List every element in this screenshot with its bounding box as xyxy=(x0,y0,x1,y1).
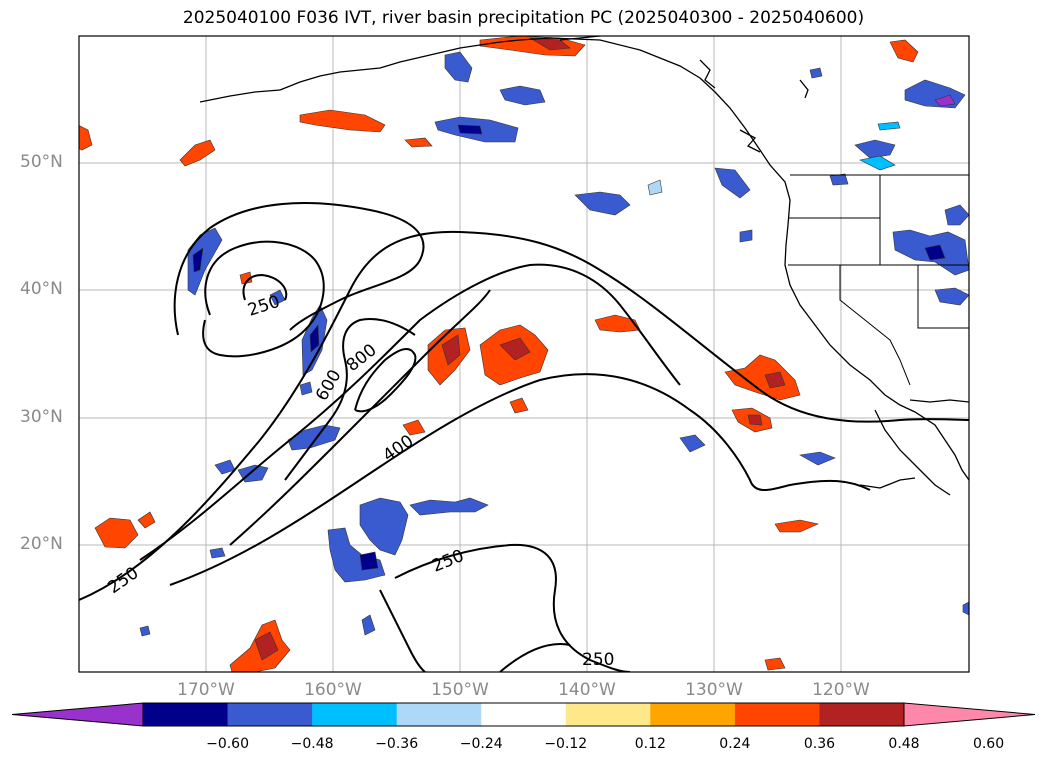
colorbar-box xyxy=(734,703,820,726)
colorbar-extend-high xyxy=(903,702,1036,727)
lon-label-160w: 160°W xyxy=(304,680,362,700)
colorbar-box xyxy=(396,703,482,726)
colorbar-tick-label: −0.48 xyxy=(290,736,334,752)
lat-label-20n: 20°N xyxy=(20,534,63,554)
colorbar-box xyxy=(227,703,313,726)
contour-label-250-bottom: 250 xyxy=(582,650,614,670)
map-frame xyxy=(78,35,970,673)
ivt-contour-250-south-c xyxy=(499,643,571,672)
lon-label-140w: 140°W xyxy=(558,680,616,700)
colorbar-box xyxy=(481,703,567,726)
map-title: 2025040100 F036 IVT, river basin precipi… xyxy=(182,8,865,28)
colorbar-tick-label: −0.12 xyxy=(544,736,588,752)
ivt-contour-400 xyxy=(139,263,681,561)
lat-label-50n: 50°N xyxy=(20,152,63,172)
lon-label-150w: 150°W xyxy=(431,680,489,700)
colorbar-tick-label: −0.24 xyxy=(459,736,503,752)
ivt-contour-250-inner xyxy=(202,240,325,358)
state-borders xyxy=(788,174,969,386)
ivt-contour-600-b xyxy=(284,318,416,481)
colorbar-box xyxy=(819,703,905,726)
lat-label-30n: 30°N xyxy=(20,407,63,427)
colorbar-tick-label: 0.60 xyxy=(972,736,1005,752)
colorbar-tick-label: 0.12 xyxy=(634,736,666,752)
positive-precip-patches xyxy=(79,36,919,672)
lat-label-40n: 40°N xyxy=(20,279,63,299)
colorbar-box xyxy=(143,703,229,726)
ivt-contour-600 xyxy=(229,289,491,546)
gridlines xyxy=(79,36,969,672)
colorbar-tick-label: 0.48 xyxy=(888,736,920,752)
lon-label-120w: 120°W xyxy=(812,680,870,700)
colorbar-box xyxy=(650,703,736,726)
lon-label-170w: 170°W xyxy=(177,680,235,700)
ivt-contours xyxy=(79,202,969,672)
colorbar-tick-label: 0.36 xyxy=(803,736,836,752)
ivt-contour-250-curl xyxy=(242,273,288,301)
ivt-contour-250-south-b xyxy=(379,589,426,672)
colorbar-tick-label: 0.24 xyxy=(719,736,751,752)
colorbar-tick-label: −0.60 xyxy=(206,736,249,752)
ivt-contour-250-south xyxy=(394,543,631,672)
colorbar-extend-low xyxy=(11,702,144,727)
ivt-contour-250 xyxy=(79,230,969,601)
colorbar-frame xyxy=(142,702,905,727)
ivt-contour-400-south xyxy=(169,373,871,586)
colorbar-tick-label: −0.36 xyxy=(375,736,419,752)
colorbar-box xyxy=(312,703,398,726)
lon-label-130w: 130°W xyxy=(685,680,743,700)
colorbar-box xyxy=(565,703,651,726)
ivt-contour-250-spiral xyxy=(173,202,425,336)
coastlines xyxy=(199,36,969,496)
ivt-contour-800 xyxy=(354,348,417,413)
